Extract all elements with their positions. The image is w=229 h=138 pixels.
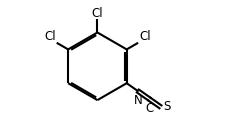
Text: Cl: Cl (44, 30, 55, 43)
Text: Cl: Cl (139, 30, 150, 43)
Text: C: C (145, 102, 153, 115)
Text: Cl: Cl (91, 7, 103, 20)
Text: N: N (133, 94, 142, 107)
Text: S: S (162, 100, 169, 113)
